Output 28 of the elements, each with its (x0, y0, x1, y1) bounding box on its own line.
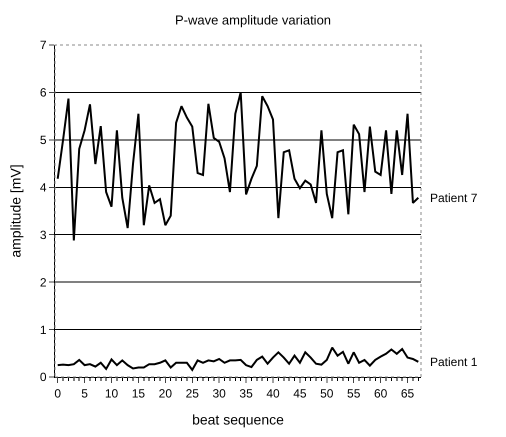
y-tick-label: 2 (40, 275, 47, 290)
x-axis-title: beat sequence (192, 412, 284, 428)
y-tick-label: 1 (40, 322, 47, 337)
x-tick-label: 40 (266, 386, 280, 400)
y-tick-label: 3 (40, 228, 47, 242)
x-tick-label: 20 (158, 386, 172, 400)
x-tick-label: 55 (347, 386, 361, 400)
x-tick-label: 50 (320, 386, 334, 400)
x-tick-label: 5 (81, 386, 88, 400)
y-tick-label: 6 (40, 86, 47, 100)
chart-title: P-wave amplitude variation (174, 12, 332, 28)
series-label: Patient 1 (430, 355, 478, 369)
x-tick-label: 35 (239, 386, 254, 400)
y-tick-label: 7 (40, 38, 47, 52)
y-axis-title: amplitude [mV] (8, 164, 24, 258)
x-tick-label: 10 (104, 386, 119, 400)
series-label: Patient 7 (430, 191, 478, 205)
x-tick-label: 0 (54, 386, 62, 400)
y-tick-label: 5 (40, 133, 47, 148)
x-tick-label: 15 (132, 386, 146, 400)
x-tick-label: 30 (212, 386, 226, 400)
y-tick-label: 0 (40, 370, 47, 384)
x-tick-label: 65 (400, 386, 415, 400)
x-tick-label: 45 (293, 386, 307, 400)
line-series (56, 346, 420, 371)
y-tick-label: 4 (40, 180, 47, 194)
x-tick-label: 25 (186, 386, 200, 400)
x-tick-label: 60 (374, 386, 388, 400)
